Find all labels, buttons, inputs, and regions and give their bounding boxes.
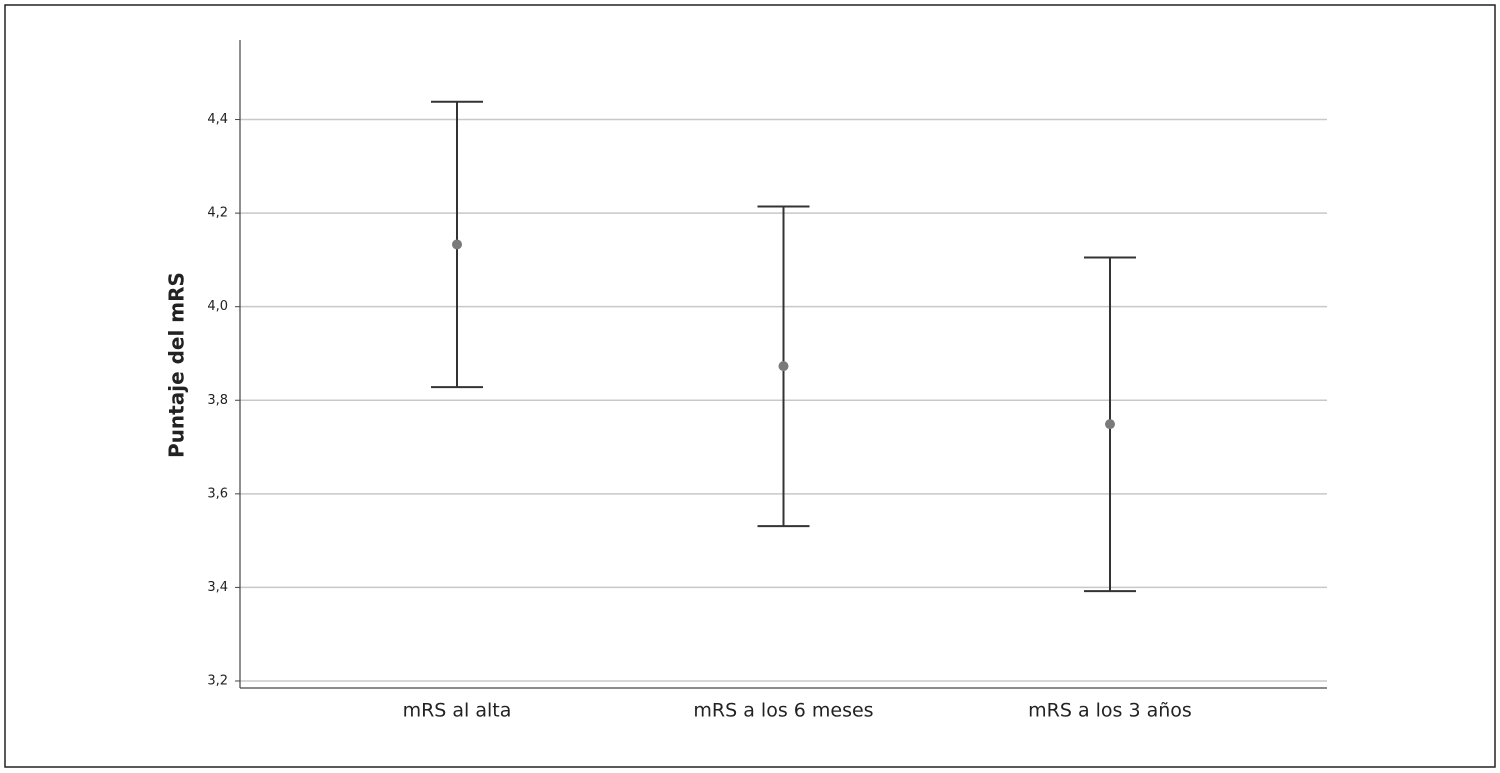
x-tick-label: mRS a los 6 meses [693, 700, 873, 722]
mean-point [778, 361, 789, 372]
y-tick-label: 3,6 [207, 486, 228, 501]
y-tick-label: 3,2 [207, 673, 228, 688]
x-tick-label: mRS a los 3 años [1028, 700, 1192, 722]
mean-point [452, 239, 462, 250]
y-tick-label: 3,8 [207, 393, 228, 408]
frame [4, 4, 1496, 768]
x-tick-label: mRS al alta [403, 700, 512, 722]
mean-point [1105, 419, 1115, 430]
y-tick-label: 3,4 [207, 580, 228, 595]
y-tick-label: 4,2 [207, 206, 228, 221]
y-tick-label: 4,0 [207, 299, 228, 314]
y-axis-label: Puntaje del mRS [165, 272, 189, 458]
y-tick-label: 4,4 [207, 112, 228, 127]
